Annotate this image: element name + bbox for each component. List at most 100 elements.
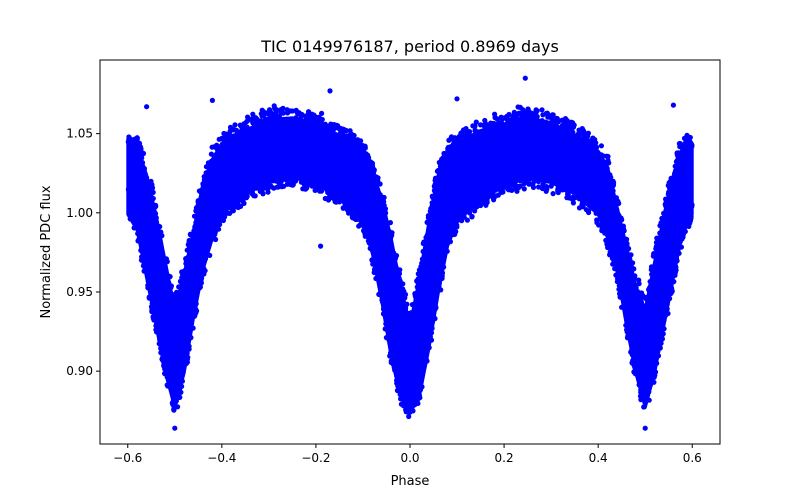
data-point	[337, 188, 343, 194]
data-point	[463, 126, 469, 132]
data-point	[676, 250, 682, 256]
data-point	[431, 183, 437, 189]
chart-title: TIC 0149976187, period 0.8969 days	[260, 37, 559, 56]
data-point	[216, 148, 222, 154]
data-point	[560, 136, 566, 142]
data-point	[547, 175, 553, 181]
data-point	[237, 136, 243, 142]
data-point	[593, 145, 599, 151]
data-point	[406, 409, 413, 415]
data-point	[285, 155, 291, 161]
data-point	[279, 176, 285, 183]
data-point	[344, 205, 350, 211]
data-point	[251, 193, 257, 199]
data-point	[630, 357, 636, 363]
data-point	[689, 142, 695, 148]
data-point	[347, 140, 353, 146]
data-point	[151, 213, 158, 220]
data-point	[672, 262, 678, 269]
data-point	[521, 186, 527, 192]
data-point	[199, 275, 205, 281]
data-point	[332, 159, 338, 165]
data-point	[646, 397, 652, 403]
data-point	[396, 275, 402, 281]
data-point	[638, 300, 644, 307]
data-point	[183, 355, 189, 361]
data-point	[203, 170, 209, 176]
data-point	[537, 142, 544, 148]
x-tick-label: 0.0	[400, 451, 419, 465]
data-point	[575, 131, 581, 137]
data-point	[207, 252, 213, 258]
data-point	[389, 232, 395, 238]
data-point	[390, 361, 396, 368]
data-point	[680, 226, 687, 232]
data-point	[171, 406, 177, 412]
data-point	[173, 398, 179, 404]
data-point	[471, 193, 477, 199]
data-point	[683, 220, 689, 226]
data-point	[130, 147, 136, 153]
data-point	[259, 119, 265, 125]
data-point	[570, 140, 576, 146]
data-point	[437, 236, 443, 242]
data-point	[266, 124, 272, 130]
data-point	[390, 353, 396, 359]
data-point	[178, 389, 184, 395]
data-point	[652, 263, 659, 269]
data-point	[480, 135, 486, 141]
data-point	[459, 216, 465, 222]
data-point	[412, 303, 418, 309]
data-point	[600, 153, 606, 159]
data-point	[160, 356, 166, 362]
data-point	[203, 164, 209, 170]
data-point	[415, 396, 421, 402]
data-point	[319, 110, 325, 116]
data-point	[149, 249, 155, 255]
data-point	[408, 310, 414, 316]
data-point	[556, 172, 562, 178]
data-point	[664, 306, 670, 312]
data-point	[259, 125, 266, 131]
data-point	[645, 301, 651, 307]
data-point	[634, 288, 641, 295]
data-point	[319, 150, 325, 157]
data-point	[625, 333, 631, 339]
data-point	[463, 168, 469, 174]
data-point	[374, 267, 380, 273]
data-point	[475, 186, 481, 193]
data-point	[188, 232, 195, 238]
data-point	[620, 223, 627, 229]
data-point	[211, 199, 217, 205]
data-point	[535, 168, 542, 174]
data-point	[272, 119, 278, 125]
data-point	[607, 181, 613, 187]
data-point	[186, 252, 192, 258]
data-point	[226, 189, 232, 195]
data-point	[360, 198, 366, 204]
data-point	[248, 117, 254, 123]
data-point	[513, 136, 519, 142]
data-point	[482, 187, 488, 193]
data-point	[125, 139, 131, 145]
data-point	[195, 199, 201, 205]
data-point	[653, 246, 659, 252]
data-point	[423, 245, 429, 251]
data-point	[284, 181, 290, 187]
data-point	[461, 207, 467, 213]
data-point	[373, 240, 379, 246]
data-point	[268, 184, 274, 190]
data-point	[191, 228, 197, 234]
data-point	[432, 189, 438, 195]
data-point	[230, 127, 236, 133]
data-point	[544, 186, 550, 192]
y-tick-label: 0.90	[66, 364, 93, 378]
data-point	[581, 194, 587, 200]
data-point	[244, 193, 250, 199]
data-point	[460, 160, 466, 166]
data-point	[428, 206, 434, 212]
data-point	[144, 229, 150, 235]
data-point	[126, 208, 132, 214]
data-point	[183, 349, 189, 355]
data-point	[674, 152, 680, 158]
